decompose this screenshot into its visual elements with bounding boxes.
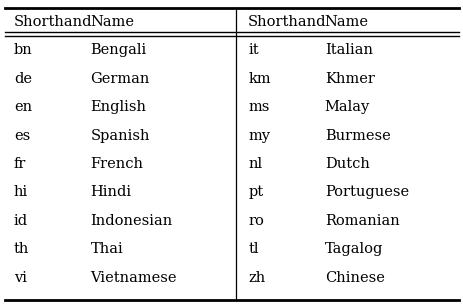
Text: zh: zh [248, 271, 265, 285]
Text: Thai: Thai [90, 242, 123, 256]
Text: Romanian: Romanian [324, 214, 399, 228]
Text: Indonesian: Indonesian [90, 214, 172, 228]
Text: km: km [248, 72, 270, 86]
Text: English: English [90, 100, 146, 114]
Text: French: French [90, 157, 143, 171]
Text: en: en [14, 100, 32, 114]
Text: Malay: Malay [324, 100, 369, 114]
Text: fr: fr [14, 157, 26, 171]
Text: Italian: Italian [324, 43, 372, 57]
Text: es: es [14, 129, 30, 143]
Text: de: de [14, 72, 32, 86]
Text: ms: ms [248, 100, 269, 114]
Text: it: it [248, 43, 258, 57]
Text: id: id [14, 214, 28, 228]
Text: bn: bn [14, 43, 32, 57]
Text: Vietnamese: Vietnamese [90, 271, 176, 285]
Text: vi: vi [14, 271, 27, 285]
Text: Khmer: Khmer [324, 72, 374, 86]
Text: Chinese: Chinese [324, 271, 384, 285]
Text: Bengali: Bengali [90, 43, 146, 57]
Text: Shorthand: Shorthand [14, 15, 92, 29]
Text: Name: Name [324, 15, 368, 29]
Text: Name: Name [90, 15, 134, 29]
Text: th: th [14, 242, 29, 256]
Text: Tagalog: Tagalog [324, 242, 382, 256]
Text: ro: ro [248, 214, 263, 228]
Text: Dutch: Dutch [324, 157, 369, 171]
Text: my: my [248, 129, 269, 143]
Text: hi: hi [14, 185, 28, 200]
Text: Burmese: Burmese [324, 129, 390, 143]
Text: German: German [90, 72, 150, 86]
Text: Shorthand: Shorthand [248, 15, 326, 29]
Text: Portuguese: Portuguese [324, 185, 408, 200]
Text: pt: pt [248, 185, 263, 200]
Text: tl: tl [248, 242, 258, 256]
Text: Spanish: Spanish [90, 129, 150, 143]
Text: nl: nl [248, 157, 262, 171]
Text: Hindi: Hindi [90, 185, 131, 200]
